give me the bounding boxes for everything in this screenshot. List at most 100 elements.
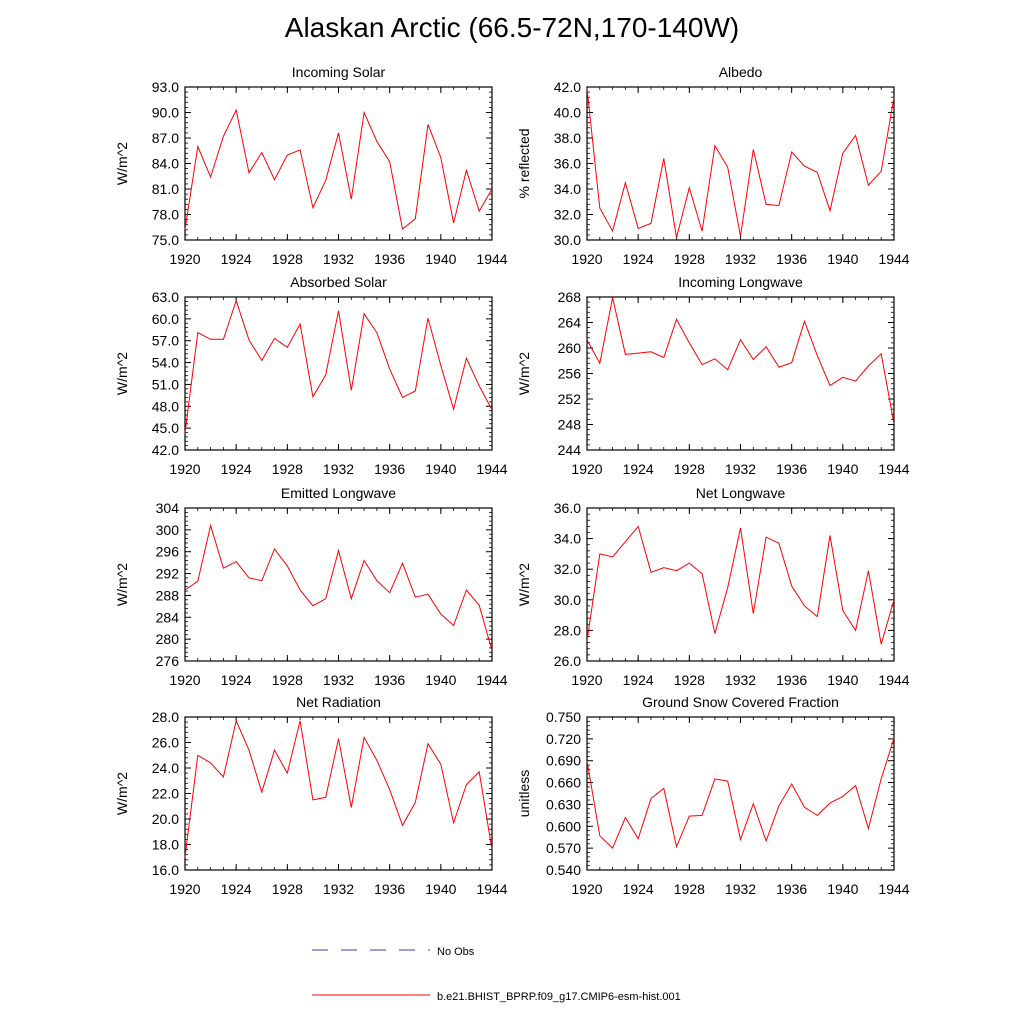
data-point [222,775,225,778]
data-point [777,542,780,545]
data-point [701,363,704,366]
data-point [688,186,691,189]
data-point [739,838,742,841]
data-point [701,572,704,575]
data-point [375,140,378,143]
data-point [427,742,430,745]
data-point [247,749,250,752]
data-point [854,784,857,787]
data-point [414,801,417,804]
x-tick-label: 1928 [272,672,303,688]
data-point [222,567,225,570]
data-point [611,230,614,233]
data-point [880,643,883,646]
data-point [235,299,238,302]
legend-label-no-obs: No Obs [437,946,475,958]
data-point [829,209,832,212]
data-point [184,228,187,231]
data-point [893,737,896,740]
data-point [739,526,742,529]
data-point [491,408,494,411]
y-tick-label: 48.0 [152,398,179,414]
y-tick-label: 0.630 [546,796,581,812]
y-tick-label: 51.0 [152,376,179,392]
data-point [363,736,366,739]
data-point [452,222,455,225]
y-tick-label: 292 [156,566,180,582]
series-line [586,297,895,424]
x-tick-label: 1924 [623,881,654,897]
panel-net-radiation: Net Radiation W/m^2 1920 1924 1928 1932 1936 19… [114,694,508,897]
data-point [324,373,327,376]
data-point [675,569,678,572]
data-point [637,227,640,230]
x-tick-label: 1936 [374,672,405,688]
x-tick-label: 1940 [827,672,858,688]
y-tick-label: 16.0 [152,862,179,878]
y-tick-label: 26.0 [554,653,581,669]
y-tick-label: 252 [558,391,582,407]
data-point [299,719,302,722]
series-line [184,719,493,858]
data-point [260,359,263,362]
data-point [299,322,302,325]
data-point [803,806,806,809]
data-point [452,624,455,627]
data-point [867,569,870,572]
data-point [726,368,729,371]
data-point [803,165,806,168]
y-tick-label: 300 [156,522,180,538]
data-point [854,629,857,632]
data-point [713,632,716,635]
data-point [624,816,627,819]
x-tick-label: 1944 [878,672,909,688]
data-point [675,236,678,239]
x-tick-label: 1936 [776,672,807,688]
y-tick-label: 0.720 [546,731,581,747]
data-point [273,749,276,752]
x-tick-label: 1928 [272,251,303,267]
panel-title: Absorbed Solar [290,274,387,290]
x-tick-label: 1940 [425,881,456,897]
y-axis-label: W/m^2 [516,563,532,606]
data-point [598,207,601,210]
data-point [880,170,883,173]
data-point [363,559,366,562]
data-point [337,131,340,134]
y-tick-label: 26.0 [152,735,179,751]
x-tick-label: 1940 [827,251,858,267]
x-tick-label: 1920 [169,251,200,267]
plot-frame [586,86,895,241]
data-point [465,169,468,172]
data-point [209,338,212,341]
x-tick-label: 1944 [476,672,507,688]
data-point [184,856,187,859]
data-point [662,566,665,569]
data-point [739,338,742,341]
data-point [586,338,589,341]
data-point [649,571,652,574]
data-point [388,160,391,163]
data-point [222,338,225,341]
data-point [752,612,755,615]
data-point [247,171,250,174]
x-tick-label: 1940 [827,461,858,477]
data-point [439,613,442,616]
data-point [260,579,263,582]
y-tick-label: 0.540 [546,862,581,878]
data-point [478,770,481,773]
y-axis-label: W/m^2 [516,352,532,395]
panel-net-longwave: Net Longwave W/m^2 1920 1924 1928 1932 1936 194… [516,485,910,688]
data-point [478,210,481,213]
data-point [260,151,263,154]
data-point [286,564,289,567]
y-tick-label: 288 [156,587,180,603]
data-point [337,309,340,312]
data-point [196,580,199,583]
data-point [675,318,678,321]
panel-title: Net Radiation [296,694,381,710]
data-point [790,151,793,154]
data-point [649,222,652,225]
data-point [375,579,378,582]
data-point [662,157,665,160]
